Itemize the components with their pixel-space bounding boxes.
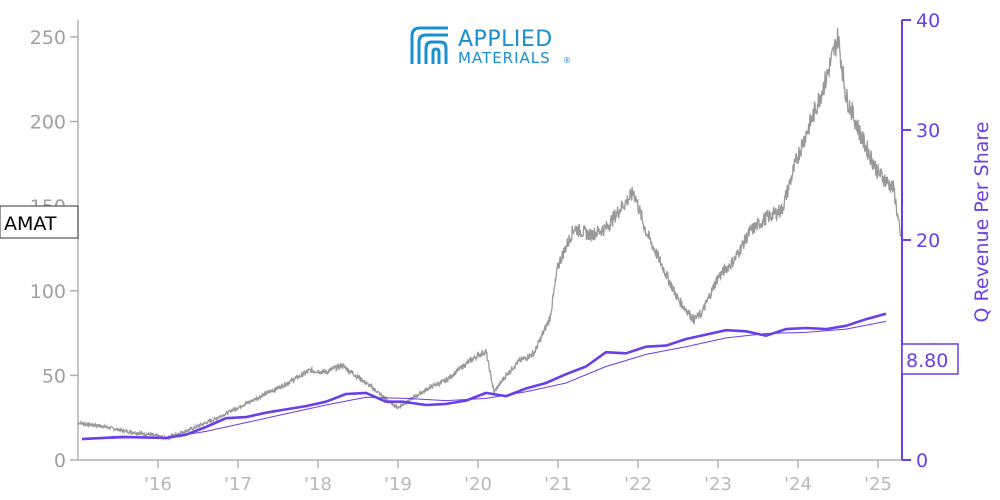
x-tick-label: '17 xyxy=(224,474,252,495)
x-tick-label: '25 xyxy=(864,474,892,495)
y-left-tick-label: 200 xyxy=(30,112,66,134)
x-tick-label: '20 xyxy=(464,474,492,495)
series-group xyxy=(77,27,902,442)
logo-line1: APPLIED xyxy=(458,27,553,52)
y-axis-right-label: Q Revenue Per Share xyxy=(971,122,993,323)
y-left-tick-label: 50 xyxy=(42,365,66,387)
current-value-text: 8.80 xyxy=(906,350,948,372)
ticker-label: AMAT xyxy=(0,205,79,239)
price-series-line xyxy=(77,27,902,442)
x-tick-label: '24 xyxy=(784,474,812,495)
y-left-tick-label: 100 xyxy=(30,281,66,303)
x-tick-label: '16 xyxy=(144,474,172,495)
x-tick-label: '23 xyxy=(704,474,732,495)
logo-mark-icon xyxy=(410,26,448,64)
current-value-label: 8.80 xyxy=(901,343,959,375)
logo-line2: MATERIALS xyxy=(458,49,551,67)
axes-group: 050100150200250010203040'16'17'18'19'20'… xyxy=(30,10,940,495)
y-right-tick-label: 20 xyxy=(916,230,940,252)
revenue-per-share-line xyxy=(81,312,887,441)
y-right-tick-label: 40 xyxy=(916,10,940,32)
ticker-text: AMAT xyxy=(4,213,57,235)
x-tick-label: '18 xyxy=(304,474,332,495)
revenue-trend-thin-line xyxy=(81,320,887,440)
x-tick-label: '21 xyxy=(544,474,572,495)
y-left-tick-label: 250 xyxy=(30,27,66,49)
y-right-tick-label: 30 xyxy=(916,120,940,142)
x-tick-label: '22 xyxy=(624,474,652,495)
applied-materials-logo: APPLIED MATERIALS ® xyxy=(410,26,571,67)
y-right-tick-label: 0 xyxy=(916,450,928,472)
y-left-tick-label: 0 xyxy=(54,450,66,472)
x-tick-label: '19 xyxy=(384,474,412,495)
logo-registered-mark: ® xyxy=(563,56,571,65)
